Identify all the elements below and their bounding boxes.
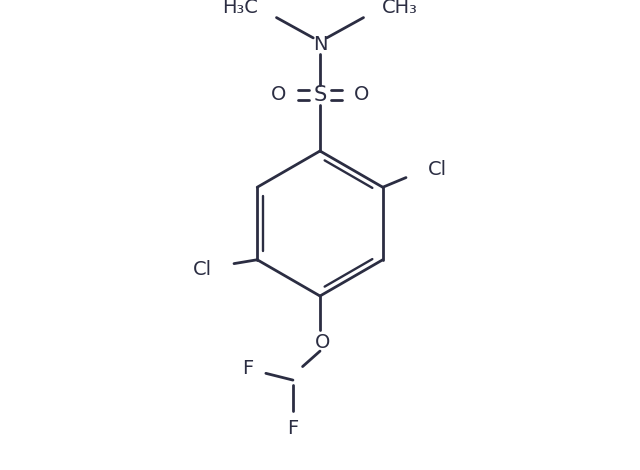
- Text: O: O: [271, 86, 286, 104]
- Text: CH₃: CH₃: [382, 0, 418, 17]
- Text: S: S: [314, 85, 326, 105]
- Text: N: N: [313, 35, 327, 54]
- Text: Cl: Cl: [193, 260, 212, 279]
- Text: O: O: [316, 333, 331, 352]
- Text: O: O: [354, 86, 369, 104]
- Text: Cl: Cl: [428, 160, 447, 180]
- Text: F: F: [287, 419, 298, 438]
- Text: F: F: [242, 359, 253, 378]
- Text: H₃C: H₃C: [222, 0, 258, 17]
